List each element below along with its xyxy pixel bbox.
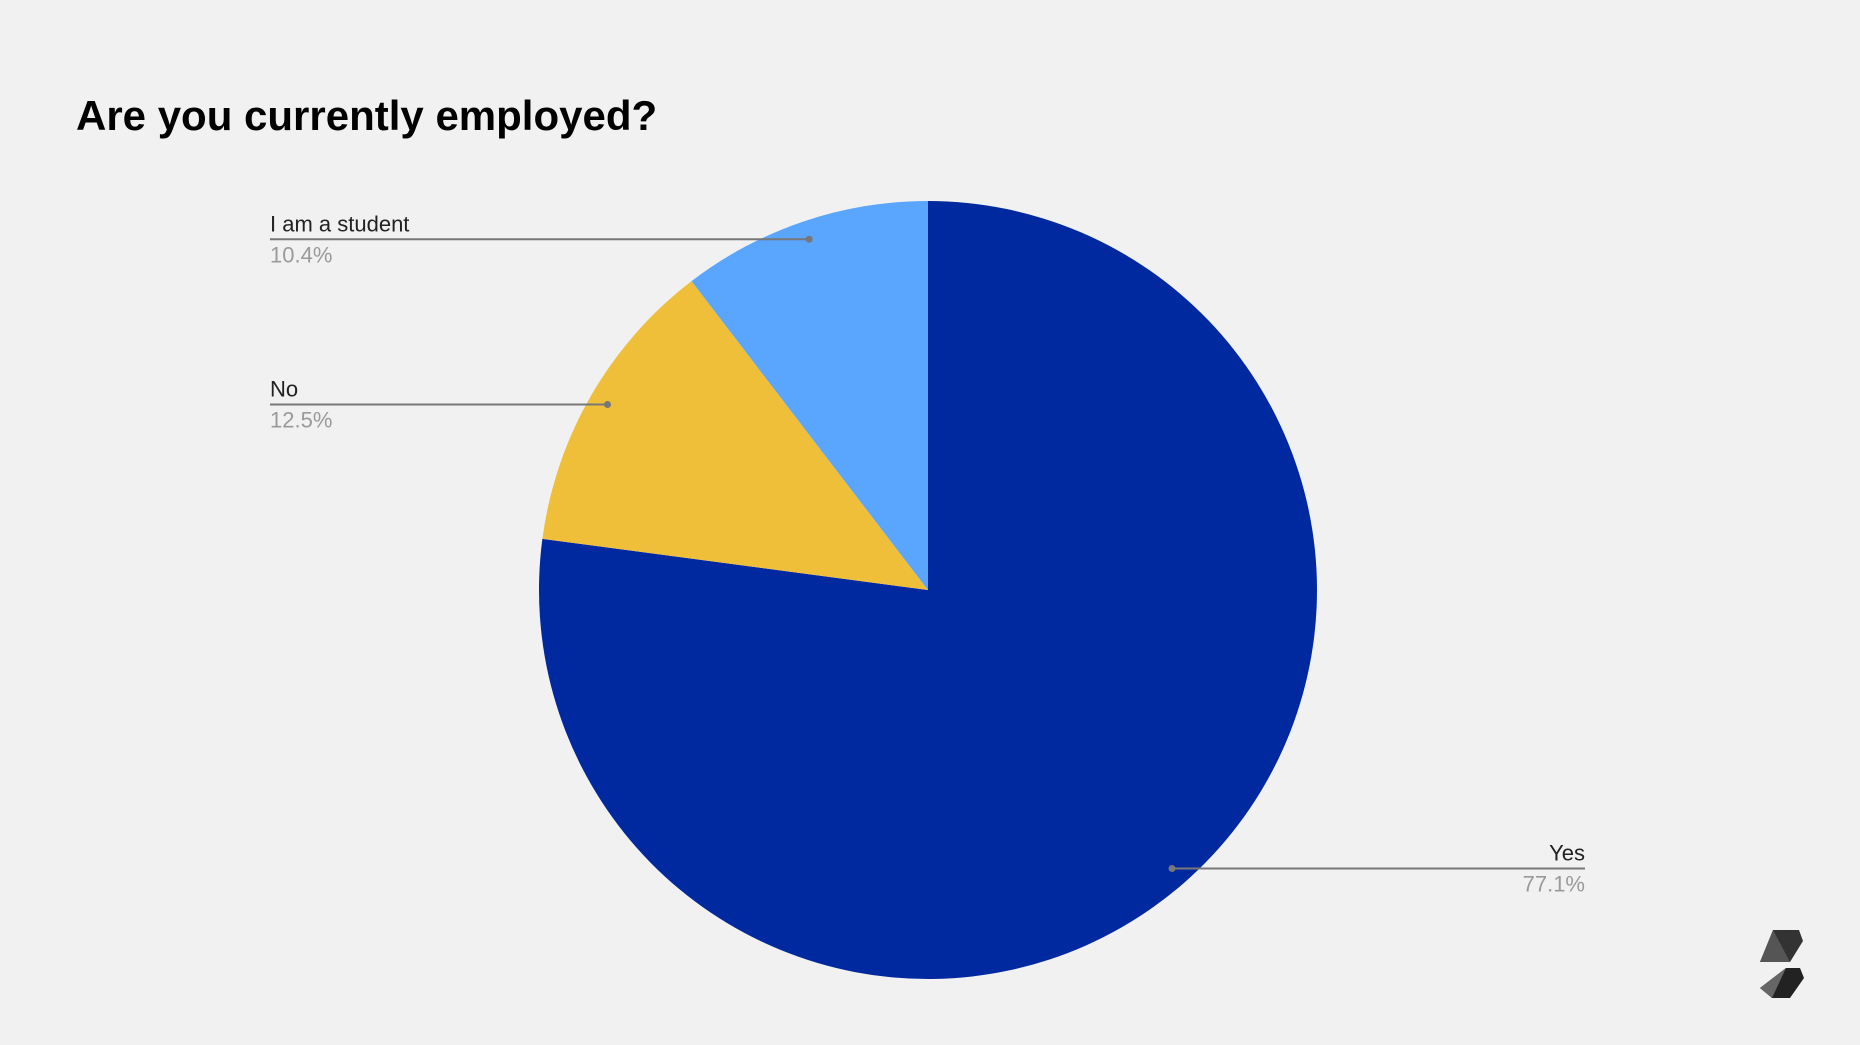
logo [1760,930,1804,998]
leader-dot [603,401,611,409]
chart-title: Are you currently employed? [76,92,657,139]
slice-label: No [270,377,298,402]
pie-slice [691,201,928,590]
slice-value-label: 77.1% [1523,872,1585,897]
leader-dot [1168,865,1176,873]
slice-label: I am a student [270,211,409,236]
pie-slice [542,281,928,590]
slice-value-label: 12.5% [270,408,332,433]
slice-label: Yes [1549,841,1585,866]
leader-dot [805,235,813,243]
slice-value-label: 10.4% [270,242,332,267]
